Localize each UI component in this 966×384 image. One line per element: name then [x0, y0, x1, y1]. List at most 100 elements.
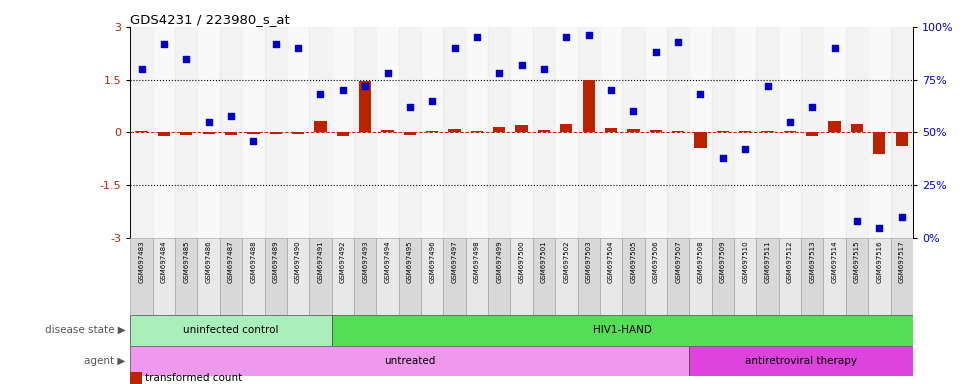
Text: GSM697509: GSM697509	[720, 240, 725, 283]
Text: untreated: untreated	[384, 356, 436, 366]
Text: disease state ▶: disease state ▶	[44, 325, 126, 335]
Bar	[806, 132, 818, 136]
Bar	[488, 238, 510, 315]
Point	[670, 39, 686, 45]
Text: GSM697497: GSM697497	[451, 240, 458, 283]
Bar	[578, 238, 600, 315]
Bar	[359, 81, 371, 132]
Text: transformed count: transformed count	[145, 373, 242, 383]
Bar	[600, 27, 622, 238]
Text: GSM697507: GSM697507	[675, 240, 681, 283]
Bar	[287, 27, 309, 238]
Point	[201, 119, 216, 125]
Bar	[600, 238, 622, 315]
Point	[715, 155, 730, 161]
Bar	[756, 27, 779, 238]
Text: GSM697495: GSM697495	[407, 240, 412, 283]
Point	[313, 91, 328, 98]
Bar	[895, 132, 908, 146]
Bar	[175, 238, 197, 315]
Text: GSM697515: GSM697515	[854, 240, 860, 283]
Bar	[135, 131, 148, 132]
Text: agent ▶: agent ▶	[84, 356, 126, 366]
Bar	[466, 238, 488, 315]
Bar	[868, 27, 891, 238]
Bar	[779, 27, 801, 238]
Bar	[533, 27, 555, 238]
Bar	[331, 238, 354, 315]
Point	[514, 62, 529, 68]
Bar	[399, 27, 421, 238]
Bar	[242, 238, 265, 315]
Bar	[510, 27, 533, 238]
Bar	[130, 27, 153, 238]
Bar	[622, 238, 644, 315]
Text: GSM697494: GSM697494	[384, 240, 390, 283]
Bar	[582, 80, 595, 132]
Text: GSM697498: GSM697498	[474, 240, 480, 283]
Bar	[197, 238, 220, 315]
Point	[760, 83, 776, 89]
Bar	[672, 131, 684, 132]
Text: GSM697503: GSM697503	[585, 240, 592, 283]
Bar	[846, 27, 868, 238]
Text: GSM697491: GSM697491	[318, 240, 324, 283]
Bar	[377, 27, 399, 238]
Point	[737, 146, 753, 152]
Bar	[578, 27, 600, 238]
Point	[849, 218, 865, 224]
Bar	[739, 131, 752, 132]
Bar	[873, 132, 886, 154]
Text: GSM697508: GSM697508	[697, 240, 703, 283]
Bar	[555, 27, 578, 238]
Bar	[801, 238, 823, 315]
Bar	[157, 132, 170, 136]
Bar	[690, 346, 913, 376]
Bar	[823, 27, 846, 238]
Bar	[712, 238, 734, 315]
Bar	[287, 238, 309, 315]
Text: GDS4231 / 223980_s_at: GDS4231 / 223980_s_at	[130, 13, 290, 26]
Bar	[493, 127, 505, 132]
Bar	[801, 27, 823, 238]
Text: uninfected control: uninfected control	[184, 325, 279, 335]
Bar	[443, 27, 466, 238]
Bar	[891, 27, 913, 238]
Point	[782, 119, 798, 125]
Bar	[292, 132, 304, 134]
Point	[581, 32, 596, 38]
Bar	[225, 132, 238, 135]
Text: GSM697488: GSM697488	[250, 240, 256, 283]
Bar	[377, 238, 399, 315]
Bar	[175, 27, 197, 238]
Point	[179, 56, 194, 62]
Point	[648, 49, 664, 55]
Bar	[516, 126, 527, 132]
Point	[424, 98, 440, 104]
Bar	[426, 131, 439, 132]
Text: GSM697516: GSM697516	[876, 240, 882, 283]
Text: GSM697484: GSM697484	[161, 240, 167, 283]
Text: GSM697513: GSM697513	[810, 240, 815, 283]
Bar	[404, 132, 416, 135]
Bar	[783, 131, 796, 132]
Point	[492, 70, 507, 76]
Bar	[443, 238, 466, 315]
Bar	[421, 27, 443, 238]
Bar	[756, 238, 779, 315]
Point	[805, 104, 820, 110]
Bar	[242, 27, 265, 238]
Text: GSM697510: GSM697510	[742, 240, 749, 283]
Text: GSM697490: GSM697490	[295, 240, 301, 283]
Text: antiretroviral therapy: antiretroviral therapy	[745, 356, 857, 366]
Text: GSM697493: GSM697493	[362, 240, 368, 283]
Bar	[823, 238, 846, 315]
Text: GSM697499: GSM697499	[497, 240, 502, 283]
Point	[536, 66, 552, 72]
Point	[693, 91, 708, 98]
Bar	[265, 238, 287, 315]
Bar	[130, 346, 690, 376]
Bar	[717, 131, 729, 132]
Text: GSM697501: GSM697501	[541, 240, 547, 283]
Bar	[734, 27, 756, 238]
